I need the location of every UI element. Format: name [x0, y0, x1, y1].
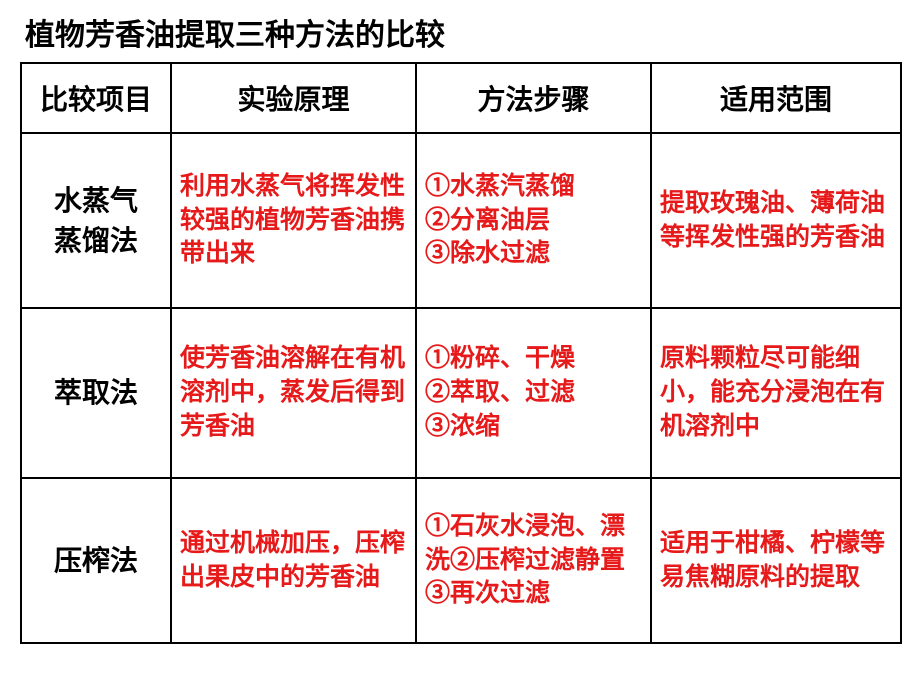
header-scope: 适用范围	[651, 63, 901, 133]
row-label-extract: 萃取法	[21, 308, 171, 478]
table-row: 水蒸气蒸馏法 利用水蒸气将挥发性较强的植物芳香油携带出来 ①水蒸汽蒸馏②分离油层…	[21, 133, 901, 308]
cell-scope: 适用于柑橘、柠檬等易焦糊原料的提取	[651, 478, 901, 643]
cell-principle: 利用水蒸气将挥发性较强的植物芳香油携带出来	[171, 133, 416, 308]
row-label-steam: 水蒸气蒸馏法	[21, 133, 171, 308]
page-title: 植物芳香油提取三种方法的比较	[20, 10, 900, 54]
cell-scope: 提取玫瑰油、薄荷油等挥发性强的芳香油	[651, 133, 901, 308]
table-row: 压榨法 通过机械加压，压榨出果皮中的芳香油 ①石灰水浸泡、漂洗②压榨过滤静置③再…	[21, 478, 901, 643]
table-header-row: 比较项目 实验原理 方法步骤 适用范围	[21, 63, 901, 133]
row-label-press: 压榨法	[21, 478, 171, 643]
comparison-table: 比较项目 实验原理 方法步骤 适用范围 水蒸气蒸馏法 利用水蒸气将挥发性较强的植…	[20, 62, 902, 644]
cell-steps: ①粉碎、干燥②萃取、过滤③浓缩	[416, 308, 651, 478]
cell-steps: ①水蒸汽蒸馏②分离油层③除水过滤	[416, 133, 651, 308]
table-row: 萃取法 使芳香油溶解在有机溶剂中，蒸发后得到芳香油 ①粉碎、干燥②萃取、过滤③浓…	[21, 308, 901, 478]
header-principle: 实验原理	[171, 63, 416, 133]
cell-steps: ①石灰水浸泡、漂洗②压榨过滤静置③再次过滤	[416, 478, 651, 643]
header-steps: 方法步骤	[416, 63, 651, 133]
cell-scope: 原料颗粒尽可能细小，能充分浸泡在有机溶剂中	[651, 308, 901, 478]
header-compare: 比较项目	[21, 63, 171, 133]
cell-principle: 使芳香油溶解在有机溶剂中，蒸发后得到芳香油	[171, 308, 416, 478]
cell-principle: 通过机械加压，压榨出果皮中的芳香油	[171, 478, 416, 643]
